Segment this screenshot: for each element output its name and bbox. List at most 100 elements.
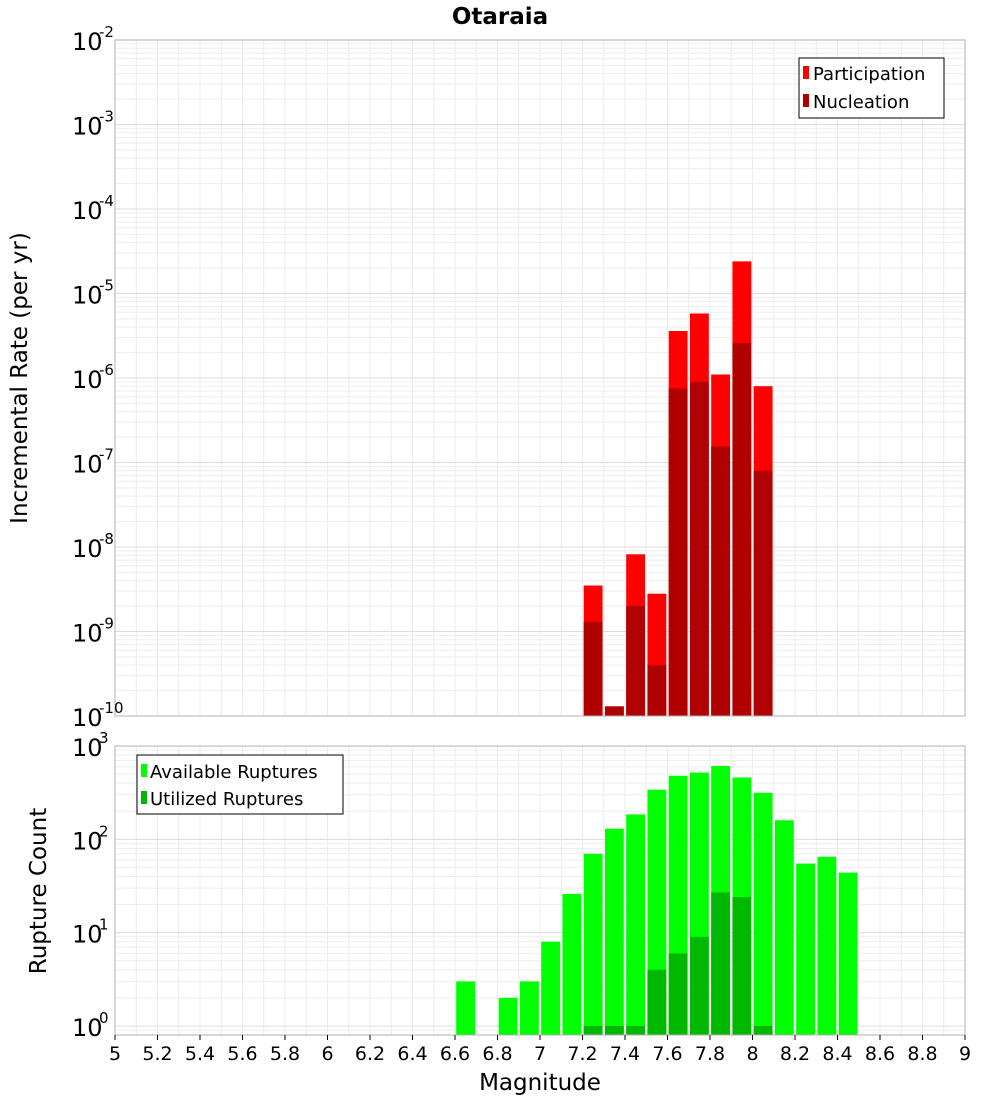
top-y-tick-label: 10 [72, 197, 103, 225]
x-tick-label: 8.8 [907, 1043, 937, 1065]
legend-swatch-available [141, 764, 147, 777]
top-y-tick-exponent: -5 [99, 277, 114, 295]
bar-available-ruptures-6.85 [498, 997, 518, 1035]
bottom-y-tick-label: 10 [72, 827, 103, 855]
bar-utilized-ruptures-7.55 [647, 969, 667, 1035]
legend-swatch-utilized [141, 791, 147, 804]
bar-nucleation-7.65 [668, 388, 688, 716]
top-legend-box [798, 57, 945, 119]
bar-available-ruptures-8.25 [796, 863, 816, 1035]
top-y-tick-label: 10 [72, 451, 103, 479]
legend-label-participation: Participation [813, 64, 925, 85]
bottom-bars [456, 766, 858, 1035]
bar-utilized-ruptures-8.05 [753, 1025, 773, 1035]
bar-available-ruptures-7.05 [541, 941, 561, 1035]
x-tick-label: 8.2 [780, 1043, 810, 1065]
bar-available-ruptures-7.25 [583, 853, 603, 1035]
bar-nucleation-7.95 [732, 342, 752, 716]
top-y-tick-exponent: -8 [99, 530, 114, 548]
bar-utilized-ruptures-7.75 [689, 936, 709, 1035]
x-tick-label: 5.8 [270, 1043, 300, 1065]
bar-nucleation-7.75 [689, 381, 709, 716]
x-tick-label: 9 [959, 1043, 971, 1065]
legend-label-nucleation: Nucleation [813, 92, 909, 113]
x-tick-label: 7.8 [695, 1043, 725, 1065]
legend-label-available: Available Ruptures [150, 762, 318, 783]
bar-available-ruptures-7.15 [562, 893, 582, 1035]
bar-nucleation-7.85 [711, 446, 731, 716]
top-y-axis-label: Incremental Rate (per yr) [7, 232, 33, 524]
bottom-y-tick-label: 10 [72, 734, 103, 762]
bar-available-ruptures-7.45 [626, 814, 646, 1035]
x-tick-label: 6.6 [440, 1043, 470, 1065]
legend-swatch-participation [803, 66, 809, 79]
bottom-y-tick-exponent: 0 [99, 1009, 109, 1027]
bar-utilized-ruptures-7.35 [604, 1025, 624, 1035]
top-y-tick-label: 10 [72, 620, 103, 648]
bottom-legend-box [136, 754, 344, 815]
x-tick-label: 7.2 [567, 1043, 597, 1065]
top-y-tick-label: 10 [72, 113, 103, 141]
bar-nucleation-7.35 [604, 706, 624, 716]
top-bars [583, 261, 773, 716]
x-tick-label: 5.4 [185, 1043, 215, 1065]
top-plot-border [114, 39, 966, 717]
bottom-y-tick-label: 10 [72, 921, 103, 949]
top-y-tick-exponent: -9 [99, 615, 114, 633]
bar-available-ruptures-7.35 [604, 828, 624, 1035]
x-tick-label: 8 [746, 1043, 758, 1065]
bar-nucleation-7.25 [583, 621, 603, 716]
x-tick-label: 5.2 [142, 1043, 172, 1065]
x-axis-label: Magnitude [479, 1070, 601, 1096]
bar-available-ruptures-8.05 [753, 792, 773, 1035]
bar-utilized-ruptures-7.85 [711, 892, 731, 1035]
bar-available-ruptures-8.15 [774, 820, 794, 1035]
top-y-tick-exponent: -2 [99, 23, 114, 41]
bar-utilized-ruptures-7.95 [732, 897, 752, 1035]
x-tick-label: 6.8 [482, 1043, 512, 1065]
top-y-tick-label: 10 [72, 282, 103, 310]
top-legend: Participation Nucleation [798, 57, 945, 119]
bar-nucleation-7.45 [626, 606, 646, 716]
top-y-tick-exponent: -3 [99, 108, 114, 126]
x-tick-label: 5 [109, 1043, 121, 1065]
x-tick-label: 7.4 [610, 1043, 640, 1065]
bottom-y-tick-exponent: 2 [99, 822, 109, 840]
top-y-tick-label: 10 [72, 704, 103, 732]
bar-available-ruptures-8.45 [838, 872, 858, 1035]
x-tick-label: 6 [321, 1043, 333, 1065]
x-tick-label: 7 [534, 1043, 546, 1065]
bar-utilized-ruptures-7.65 [668, 953, 688, 1035]
bar-utilized-ruptures-7.45 [626, 1025, 646, 1035]
top-y-tick-exponent: -10 [99, 699, 124, 717]
bar-nucleation-7.55 [647, 665, 667, 716]
bottom-y-tick-label: 10 [72, 1014, 103, 1042]
x-tick-label: 6.4 [397, 1043, 427, 1065]
top-y-tick-exponent: -4 [99, 192, 114, 210]
bottom-legend: Available Ruptures Utilized Ruptures [136, 754, 344, 815]
bar-available-ruptures-6.65 [456, 981, 476, 1035]
top-y-tick-label: 10 [72, 28, 103, 56]
x-tick-label: 6.2 [355, 1043, 385, 1065]
legend-swatch-nucleation [803, 94, 809, 107]
top-gridlines [115, 40, 966, 717]
x-tick-label: 7.6 [652, 1043, 682, 1065]
bottom-y-axis-label: Rupture Count [26, 808, 52, 974]
top-y-tick-label: 10 [72, 535, 103, 563]
bar-available-ruptures-6.95 [519, 981, 539, 1035]
top-y-tick-label: 10 [72, 366, 103, 394]
x-tick-label: 5.6 [227, 1043, 257, 1065]
bottom-y-tick-exponent: 3 [99, 729, 109, 747]
top-y-tick-exponent: -7 [99, 446, 114, 464]
x-tick-label: 8.6 [865, 1043, 895, 1065]
x-ticks: 5 5.2 5.4 5.6 5.8 6 6.2 6.4 6.6 6.8 7 7.2 7.4 7.6 7.8 8… [109, 1035, 971, 1065]
legend-label-utilized: Utilized Ruptures [150, 789, 303, 810]
bar-utilized-ruptures-7.25 [583, 1025, 603, 1035]
top-y-tick-exponent: -6 [99, 361, 114, 379]
